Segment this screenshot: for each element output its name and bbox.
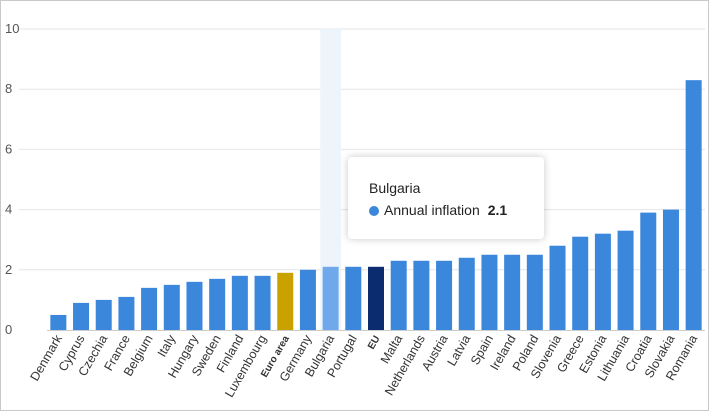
series-color-dot [369, 206, 379, 216]
bar-france [118, 296, 135, 330]
y-tick-label: 0 [5, 322, 12, 337]
bar-malta [390, 260, 407, 330]
bar-cyprus [73, 302, 90, 330]
tooltip-series-name: Annual inflation [384, 202, 480, 218]
y-tick-label: 4 [5, 202, 12, 217]
tooltip-row: Annual inflation 2.1 [369, 202, 507, 218]
x-tick-label: EU [366, 334, 382, 352]
bar-portugal [345, 266, 362, 330]
tooltip-title: Bulgaria [369, 180, 421, 196]
bar-denmark [50, 314, 67, 330]
hover-band [320, 29, 341, 330]
bar-ireland [504, 254, 521, 330]
x-tick-label: Denmark [27, 332, 65, 384]
bar-eu [368, 266, 384, 330]
bar-latvia [458, 257, 475, 330]
bar-estonia [594, 233, 611, 330]
bar-finland [231, 275, 248, 330]
bar-germany [299, 269, 316, 330]
bar-euro-area [277, 272, 294, 330]
y-tick-label: 6 [5, 141, 12, 156]
y-tick-label: 8 [5, 81, 12, 96]
bar-spain [481, 254, 498, 330]
bar-austria [436, 260, 453, 330]
bar-poland [526, 254, 543, 330]
y-axis-ticks: 0 2 4 6 8 10 [5, 21, 19, 337]
bar-bulgaria [322, 266, 339, 330]
bar-lithuania [617, 230, 634, 330]
bar-greece [572, 236, 589, 330]
bar-romania [685, 80, 702, 330]
bar-belgium [141, 287, 158, 330]
bar-italy [163, 284, 180, 330]
bar-sweden [209, 278, 226, 330]
bar-slovakia [662, 209, 679, 330]
tooltip-value: 2.1 [487, 202, 508, 218]
bar-czechia [95, 299, 112, 330]
bar-slovenia [549, 245, 566, 330]
bar-netherlands [413, 260, 430, 330]
hover-band-rect [320, 29, 341, 330]
grid-lines [19, 28, 705, 271]
bar-hungary [186, 281, 203, 330]
bar-croatia [640, 212, 657, 330]
bar-luxembourg [254, 275, 271, 330]
x-tick-label: Latvia [445, 332, 474, 368]
y-tick-label: 10 [5, 21, 19, 36]
tooltip: Bulgaria Annual inflation 2.1 [348, 157, 544, 239]
y-tick-label: 2 [5, 262, 12, 277]
bars [50, 80, 702, 330]
